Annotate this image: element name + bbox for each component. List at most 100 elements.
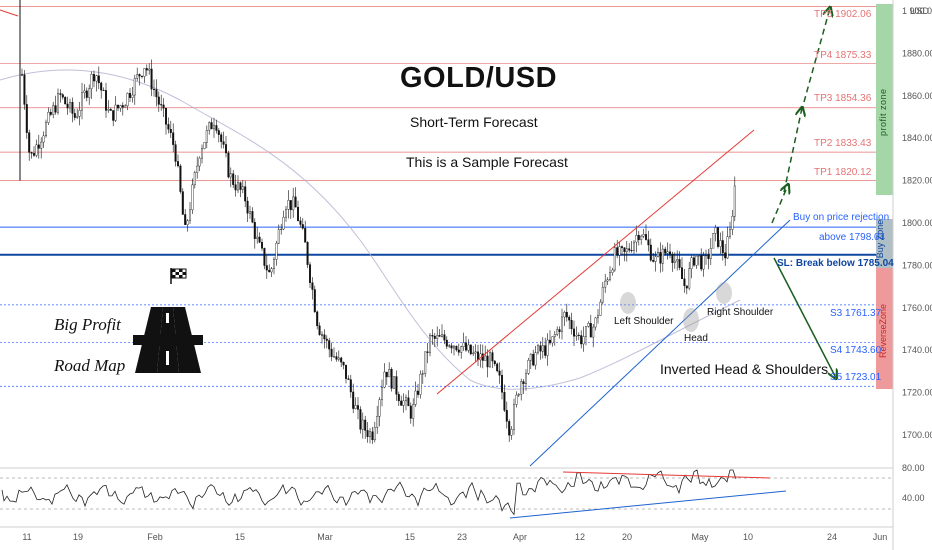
rsi-line [1,469,737,516]
candle [104,82,107,118]
candle [304,220,307,243]
candle [21,68,24,76]
candle [700,248,703,272]
candle [261,238,264,251]
candle [457,343,460,356]
date-tick-label: 15 [235,532,245,542]
candle [57,88,60,115]
date-tick-label: 10 [743,532,753,542]
candle [215,119,218,134]
candle [649,238,652,262]
reverse-forecast-arrow [773,257,836,378]
candle [683,268,686,293]
candle [549,330,552,345]
price-tick-label: 1880.00 [902,48,932,58]
candle [116,104,119,112]
candle [136,67,139,82]
candle [397,391,400,406]
candle [729,221,732,239]
tp3-label: TP3 1854.36 [814,93,872,104]
candle [592,323,595,348]
candle [316,310,319,330]
candle [431,329,434,345]
candle [568,315,571,330]
profit-zone-band [876,4,893,195]
candle [378,397,381,427]
candle [119,104,122,112]
candle [88,84,91,105]
candle [402,393,405,413]
candle [253,218,256,249]
candle [726,226,729,259]
candle [198,156,201,172]
candle [685,285,688,295]
road-icon [133,307,203,373]
candle [138,73,141,86]
candle [193,170,196,189]
tp5-label: TP5 1902.06 [814,9,872,20]
candle [417,383,420,398]
candle [659,242,662,273]
candle [599,299,602,317]
candle [112,110,115,127]
candle [143,68,146,83]
candle [688,261,691,291]
candle [297,200,300,222]
candle [37,134,40,159]
candle [671,251,674,272]
candle [693,255,696,267]
candle [222,131,225,149]
candle [388,362,391,378]
rsi-support-line [509,490,787,519]
candle [227,150,230,179]
level-lines [0,6,876,387]
candle [565,303,568,322]
candle [630,240,633,253]
candle [371,426,374,444]
candle [513,398,516,435]
price-tick-label: 1720.00 [902,388,932,398]
reverse-zone-band [876,268,893,389]
candle [556,326,559,337]
candle [443,330,446,345]
candle [573,320,576,347]
candle [697,255,700,266]
candle [361,412,364,439]
candle [664,246,667,256]
date-tick-label: 12 [575,532,585,542]
candle [462,332,465,351]
candle [369,428,372,444]
candle [419,370,422,399]
candle [652,252,655,263]
candle [133,74,136,105]
candle [59,89,62,103]
candle [364,415,367,439]
candle [354,397,357,410]
candle [352,383,355,414]
candle [577,332,580,341]
buy-note-label: Buy on price rejection [793,212,890,223]
candle [287,190,290,219]
candle [191,178,194,215]
candle [289,200,292,219]
date-tick-label: Jun [873,532,888,542]
upper-channel-trendline [436,129,755,395]
candle [33,146,36,158]
candle [179,164,182,194]
date-tick-label: 24 [827,532,837,542]
candle [731,210,734,236]
candle [28,129,31,161]
pattern-name-label: Inverted Head & Shoulders [660,361,829,377]
candle [263,247,266,270]
sl-label: SL: Break below 1785.04 [777,258,894,269]
candle [385,371,388,385]
candle [558,326,561,339]
candle [625,241,628,262]
candle [95,74,98,92]
price-tick-label: 1840.00 [902,133,932,143]
candle [323,329,326,349]
candle [534,345,537,370]
candle [633,239,636,254]
